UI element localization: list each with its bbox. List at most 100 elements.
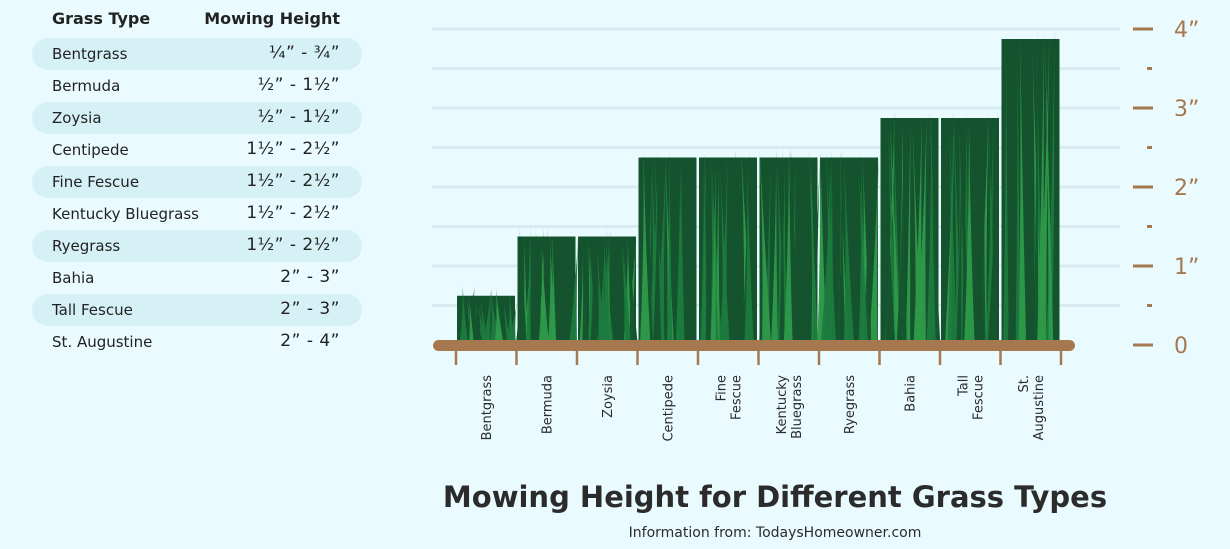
table-row: St. Augustine 2” - 4” bbox=[32, 326, 362, 358]
mowing-height-cell: 1½” - 2½” bbox=[246, 171, 340, 191]
grass-blade bbox=[744, 162, 754, 345]
grass-blade bbox=[1003, 45, 1009, 346]
grass-blade bbox=[974, 128, 985, 345]
grass-blade bbox=[622, 239, 631, 345]
grass-bar-kentucky-bluegrass bbox=[759, 147, 820, 345]
grass-blade bbox=[890, 121, 900, 345]
chart-source: Information from: TodaysHomeowner.com bbox=[628, 525, 922, 541]
grass-blade bbox=[710, 164, 716, 345]
grass-blade bbox=[506, 306, 517, 345]
category-label: KentuckyBluegrass bbox=[775, 375, 805, 439]
tick-label: 0 bbox=[1174, 334, 1188, 359]
grass-blade bbox=[892, 110, 901, 346]
grass-blade bbox=[859, 169, 869, 345]
grass-blade bbox=[459, 286, 469, 345]
mowing-height-cell: 2” - 4” bbox=[280, 331, 340, 351]
grass-blade bbox=[799, 156, 809, 345]
grass-bar-tall-fescue bbox=[941, 108, 999, 346]
grass-type-cell: Bahia bbox=[52, 269, 95, 287]
grass-blade bbox=[686, 157, 696, 345]
grass-blade bbox=[1051, 29, 1060, 346]
grass-blade bbox=[964, 117, 975, 345]
grass-type-cell: Centipede bbox=[52, 141, 129, 159]
category-label: Ryegrass bbox=[843, 375, 858, 434]
grass-blade bbox=[581, 235, 590, 345]
grass-type-cell: Fine Fescue bbox=[52, 173, 140, 191]
grass-blade bbox=[469, 297, 475, 345]
category-label: Bermuda bbox=[541, 375, 556, 434]
table-row: Zoysia ½” - 1½” bbox=[32, 102, 362, 134]
tick-label: 2” bbox=[1174, 176, 1199, 201]
grass-blade bbox=[916, 116, 927, 345]
category-label: Bahia bbox=[904, 375, 919, 412]
mowing-height-table: Grass Type Mowing Height Bentgrass ¼” - … bbox=[32, 0, 362, 358]
grass-blade bbox=[735, 147, 742, 345]
grass-blade bbox=[538, 242, 550, 345]
grass-blade bbox=[863, 163, 872, 345]
category-label: Zoysia bbox=[601, 375, 616, 418]
grass-blade bbox=[843, 161, 855, 345]
grass-blade bbox=[808, 147, 819, 345]
table-row: Ryegrass 1½” - 2½” bbox=[32, 230, 362, 262]
grass-bar-bentgrass bbox=[457, 286, 517, 345]
mowing-height-cell: 1½” - 2½” bbox=[246, 235, 340, 255]
mowing-height-cell: ½” - 1½” bbox=[257, 107, 340, 127]
soil-strip bbox=[433, 340, 1075, 351]
table-row: Bahia 2” - 3” bbox=[32, 262, 362, 294]
grass-blade bbox=[684, 155, 692, 345]
grass-blade bbox=[764, 157, 771, 345]
grass-blade bbox=[837, 149, 843, 345]
grass-type-cell: Bermuda bbox=[52, 77, 121, 95]
mowing-height-cell: 1½” - 2½” bbox=[246, 203, 340, 223]
grass-blade bbox=[777, 164, 787, 345]
grass-blade bbox=[526, 226, 531, 345]
grass-bar-ryegrass bbox=[817, 149, 879, 345]
grass-blade bbox=[912, 128, 922, 345]
grass-blade bbox=[884, 129, 896, 345]
grass-bar-st-augustine bbox=[1001, 29, 1060, 346]
grass-blade bbox=[714, 168, 720, 345]
grass-bar-fine-fescue bbox=[699, 147, 757, 345]
grass-blade bbox=[827, 149, 834, 345]
tick-label: 1” bbox=[1174, 255, 1199, 280]
grass-blade bbox=[1033, 29, 1039, 346]
grass-type-cell: Tall Fescue bbox=[52, 301, 133, 319]
grass-bar-bermuda bbox=[515, 226, 579, 345]
grass-blade bbox=[703, 154, 713, 345]
grass-blade bbox=[653, 152, 662, 345]
grass-blade bbox=[978, 114, 989, 345]
grass-type-cell: Bentgrass bbox=[52, 45, 128, 63]
grass-blade bbox=[779, 149, 785, 345]
grass-blade bbox=[956, 128, 963, 345]
grass-bar-bahia bbox=[880, 108, 941, 346]
grass-blade bbox=[771, 163, 778, 345]
grass-blade bbox=[489, 291, 501, 345]
category-label: Centipede bbox=[662, 375, 677, 442]
grass-blade bbox=[639, 150, 651, 345]
grass-blade bbox=[783, 148, 793, 345]
grass-blade bbox=[1038, 35, 1050, 345]
grass-type-cell: Ryegrass bbox=[52, 237, 121, 255]
table-row: Tall Fescue 2” - 3” bbox=[32, 294, 362, 326]
table-row: Bentgrass ¼” - ¾” bbox=[32, 38, 362, 70]
grass-blade bbox=[953, 111, 962, 345]
grass-blade bbox=[700, 153, 708, 345]
mowing-height-cell: ¼” - ¾” bbox=[268, 43, 340, 63]
table-header: Grass Type Mowing Height bbox=[32, 0, 362, 38]
mowing-height-cell: 2” - 3” bbox=[280, 267, 340, 287]
height-axis: 0 1” 2” 3” 4” bbox=[1133, 18, 1199, 359]
tick-label: 3” bbox=[1174, 97, 1199, 122]
grass-blade bbox=[605, 227, 611, 345]
category-labels: Bentgrass Bermuda Zoysia Centipede FineFescu… bbox=[480, 375, 1047, 442]
grass-blade bbox=[590, 235, 597, 345]
mowing-height-cell: ½” - 1½” bbox=[257, 75, 340, 95]
grass-blade bbox=[976, 124, 986, 345]
grass-blade bbox=[759, 150, 772, 345]
grass-blade bbox=[1026, 33, 1037, 346]
grass-blade bbox=[947, 108, 954, 345]
grass-blade bbox=[987, 108, 999, 345]
grass-bars bbox=[457, 29, 1060, 346]
grass-blade bbox=[628, 240, 638, 345]
grass-blade bbox=[1037, 31, 1045, 345]
